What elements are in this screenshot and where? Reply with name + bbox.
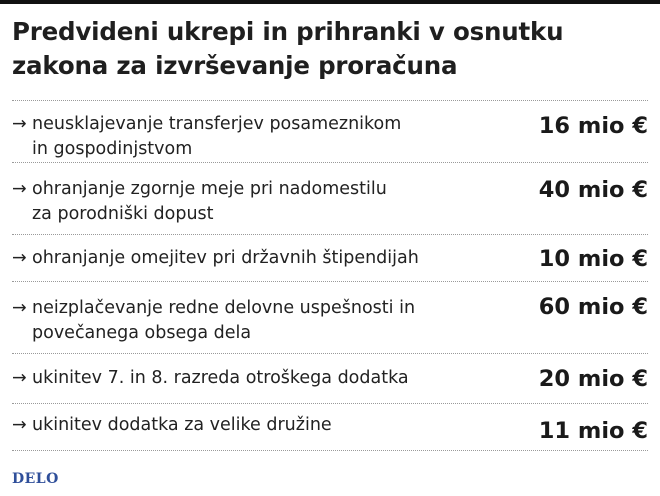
- measure-line-1: neizplačevanje redne delovne uspešnosti …: [32, 298, 416, 318]
- measure-line-1: ohranjanje omejitev pri državnih štipend…: [32, 248, 419, 268]
- savings-amount: 40 mio €: [538, 177, 648, 203]
- measure-line-1: ukinitev dodatka za velike družine: [32, 415, 332, 435]
- measure-line-1: ohranjanje zgornje meje pri nadomestilu: [32, 179, 387, 199]
- measure-line-2: za porodniški dopust: [32, 204, 214, 224]
- list-item: → ohranjanje zgornje meje pri nadomestilu…: [12, 162, 648, 234]
- arrow-right-icon: →: [12, 179, 27, 199]
- savings-amount: 60 mio €: [538, 294, 648, 320]
- list-item: → neizplačevanje redne delovne uspešnosti…: [12, 281, 648, 353]
- measures-list: → neusklajevanje transferjev posameznikom…: [12, 100, 648, 451]
- savings-amount: 10 mio €: [538, 246, 648, 272]
- arrow-right-icon: →: [12, 114, 27, 134]
- arrow-right-icon: →: [12, 298, 27, 318]
- measure-line-2: in gospodinjstvom: [32, 139, 193, 159]
- measure-line-1: ukinitev 7. in 8. razreda otroškega doda…: [32, 368, 409, 388]
- measure-label: → ukinitev dodatka za velike družine: [12, 413, 482, 438]
- savings-amount: 11 mio €: [538, 418, 648, 444]
- savings-amount: 20 mio €: [538, 366, 648, 392]
- top-rule: [0, 0, 660, 4]
- measure-line-2: povečanega obsega dela: [32, 323, 252, 343]
- measure-label: → neizplačevanje redne delovne uspešnosti…: [12, 296, 482, 346]
- measure-line-1: neusklajevanje transferjev posameznikom: [32, 114, 402, 134]
- measure-label: → ohranjanje omejitev pri državnih štipen…: [12, 246, 482, 271]
- delo-logo: DELO: [12, 471, 59, 487]
- arrow-right-icon: →: [12, 368, 27, 388]
- infographic-title: Predvideni ukrepi in prihranki v osnutku…: [12, 17, 564, 80]
- arrow-right-icon: →: [12, 415, 27, 435]
- list-item: → neusklajevanje transferjev posameznikom…: [12, 100, 648, 162]
- measure-label: → ukinitev 7. in 8. razreda otroškega dod…: [12, 366, 482, 391]
- list-item: → ukinitev 7. in 8. razreda otroškega dod…: [12, 353, 648, 403]
- list-item: → ohranjanje omejitev pri državnih štipen…: [12, 234, 648, 281]
- savings-amount: 16 mio €: [538, 113, 648, 139]
- arrow-right-icon: →: [12, 248, 27, 268]
- list-item: → ukinitev dodatka za velike družine 11 m…: [12, 403, 648, 451]
- measure-label: → neusklajevanje transferjev posameznikom…: [12, 112, 482, 162]
- measure-label: → ohranjanje zgornje meje pri nadomestilu…: [12, 177, 482, 227]
